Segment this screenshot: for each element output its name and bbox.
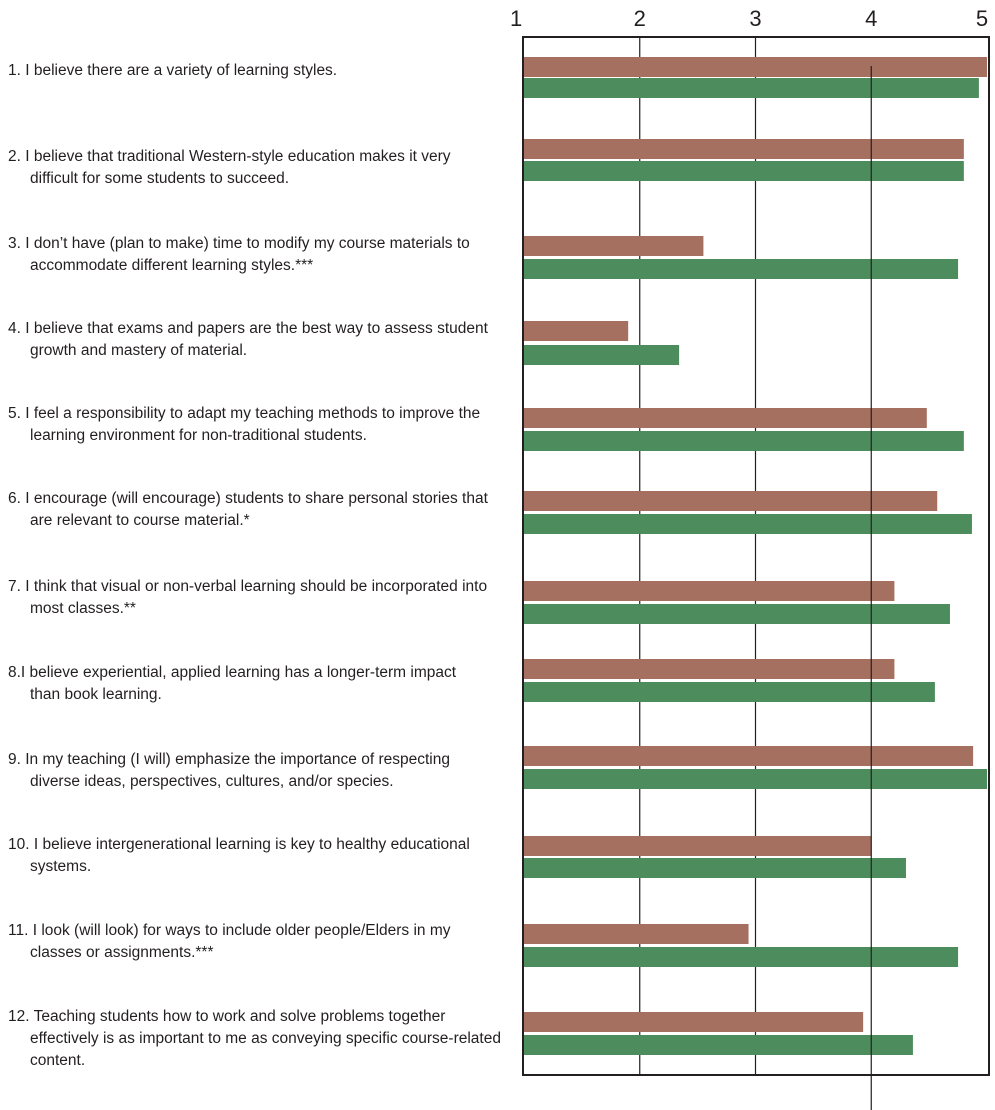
statement-label-3: 3. I don’t have (plan to make) time to m… bbox=[8, 233, 508, 277]
x-tick-label-5: 5 bbox=[976, 6, 988, 31]
statement-11-line-2: classes or assignments.*** bbox=[30, 944, 214, 961]
bar-series1-item-3 bbox=[524, 236, 704, 256]
bar-series2-item-6 bbox=[524, 514, 972, 534]
statement-12-line-1: 12. Teaching students how to work and so… bbox=[8, 1008, 446, 1025]
plot-frame bbox=[522, 36, 990, 1076]
statement-4-line-2: growth and mastery of material. bbox=[30, 342, 248, 359]
statement-9-line-2: diverse ideas, perspectives, cultures, a… bbox=[30, 773, 394, 790]
statement-8-line-1: 8.I believe experiential, applied learni… bbox=[8, 664, 457, 681]
bar-series1-item-8 bbox=[524, 659, 895, 679]
statement-12-line-3: content. bbox=[30, 1052, 86, 1069]
bar-series1-item-11 bbox=[524, 924, 749, 944]
bar-series1-item-9 bbox=[524, 746, 974, 766]
bar-series1-item-6 bbox=[524, 491, 938, 511]
statement-label-4: 4. I believe that exams and papers are t… bbox=[8, 318, 508, 362]
statement-11-line-1: 11. I look (will look) for ways to inclu… bbox=[8, 922, 451, 939]
x-tick-label-4: 4 bbox=[865, 6, 877, 31]
statement-10-line-2: systems. bbox=[30, 858, 92, 875]
bar-series2-item-2 bbox=[524, 161, 964, 181]
statement-8-line-2: than book learning. bbox=[30, 686, 162, 703]
x-tick-label-2: 2 bbox=[634, 6, 646, 31]
bar-series2-item-1 bbox=[524, 78, 979, 98]
statement-2-line-2: difficult for some students to succeed. bbox=[30, 170, 290, 187]
statement-7-line-1: 7. I think that visual or non-verbal lea… bbox=[8, 578, 488, 595]
statement-label-12: 12. Teaching students how to work and so… bbox=[8, 1006, 508, 1072]
bar-series2-item-5 bbox=[524, 431, 964, 451]
statement-12-line-2: effectively is as important to me as con… bbox=[30, 1030, 501, 1047]
bar-series2-item-9 bbox=[524, 769, 987, 789]
statement-7-line-2: most classes.** bbox=[30, 600, 136, 617]
bar-series2-item-4 bbox=[524, 345, 680, 365]
bar-series1-item-10 bbox=[524, 836, 872, 856]
bar-series2-item-8 bbox=[524, 682, 935, 702]
bar-series2-item-11 bbox=[524, 947, 959, 967]
statement-9-line-1: 9. In my teaching (I will) emphasize the… bbox=[8, 751, 450, 768]
statement-label-5: 5. I feel a responsibility to adapt my t… bbox=[8, 403, 508, 447]
bar-series2-item-3 bbox=[524, 259, 959, 279]
statement-10-line-1: 10. I believe intergenerational learning… bbox=[8, 836, 470, 853]
statement-label-6: 6. I encourage (will encourage) students… bbox=[8, 488, 508, 532]
bar-series2-item-7 bbox=[524, 604, 950, 624]
bar-series1-item-1 bbox=[524, 57, 987, 77]
statement-5-line-1: 5. I feel a responsibility to adapt my t… bbox=[8, 405, 481, 422]
bar-series1-item-12 bbox=[524, 1012, 864, 1032]
statement-label-1: 1. I believe there are a variety of lear… bbox=[8, 60, 508, 82]
bar-series1-item-7 bbox=[524, 581, 895, 601]
bar-series1-item-4 bbox=[524, 321, 629, 341]
statement-label-7: 7. I think that visual or non-verbal lea… bbox=[8, 576, 508, 620]
x-tick-label-1: 1 bbox=[510, 6, 522, 31]
statement-6-line-2: are relevant to course material.* bbox=[30, 512, 250, 529]
statement-label-2: 2. I believe that traditional Western-st… bbox=[8, 146, 508, 190]
statement-4-line-1: 4. I believe that exams and papers are t… bbox=[8, 320, 488, 337]
statement-3-line-1: 3. I don’t have (plan to make) time to m… bbox=[8, 235, 470, 252]
bar-series2-item-10 bbox=[524, 858, 906, 878]
statement-1-line-1: 1. I believe there are a variety of lear… bbox=[8, 62, 338, 79]
statement-label-10: 10. I believe intergenerational learning… bbox=[8, 834, 508, 878]
x-tick-label-3: 3 bbox=[749, 6, 761, 31]
statement-2-line-1: 2. I believe that traditional Western-st… bbox=[8, 148, 451, 165]
statement-label-8: 8.I believe experiential, applied learni… bbox=[8, 662, 508, 706]
statement-label-9: 9. In my teaching (I will) emphasize the… bbox=[8, 749, 508, 793]
statement-3-line-2: accommodate different learning styles.**… bbox=[30, 257, 314, 274]
bar-series2-item-12 bbox=[524, 1035, 913, 1055]
statement-6-line-1: 6. I encourage (will encourage) students… bbox=[8, 490, 488, 507]
statement-label-11: 11. I look (will look) for ways to inclu… bbox=[8, 920, 508, 964]
bar-series1-item-5 bbox=[524, 408, 927, 428]
bar-series1-item-2 bbox=[524, 139, 964, 159]
statement-5-line-2: learning environment for non-traditional… bbox=[30, 427, 367, 444]
